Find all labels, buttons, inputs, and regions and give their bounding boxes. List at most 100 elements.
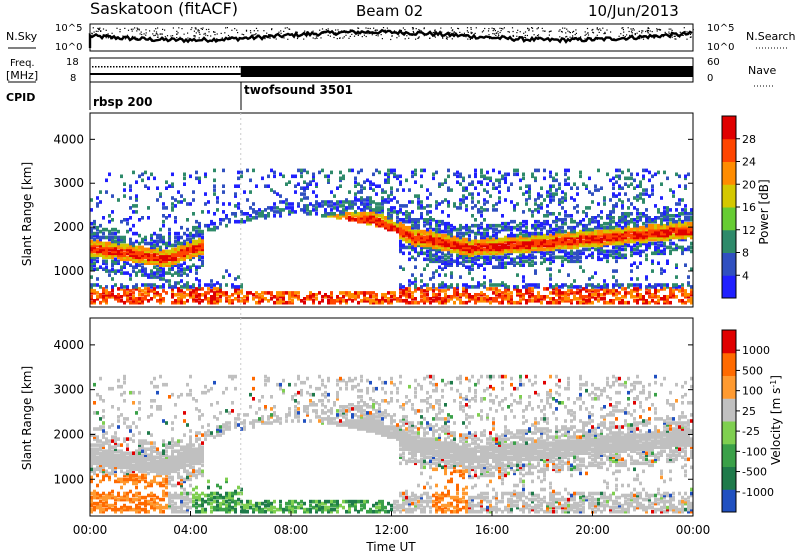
heatmap-cell [354, 212, 357, 216]
heatmap-cell [219, 285, 222, 289]
nsky-dot [621, 27, 623, 29]
heatmap-cell [279, 212, 282, 216]
nsky-dot [241, 33, 243, 35]
heatmap-cell [522, 229, 525, 234]
heatmap-cell [420, 273, 423, 277]
heatmap-cell [99, 285, 102, 289]
nsky-dot [528, 29, 530, 32]
heatmap-cell [585, 235, 588, 240]
heatmap-cell [567, 251, 570, 256]
heatmap-cell [96, 295, 99, 299]
heatmap-cell [150, 237, 153, 242]
nave-dot [107, 66, 109, 68]
heatmap-cell [93, 299, 96, 303]
nsky-dot [345, 32, 347, 34]
nsky-dot [681, 34, 683, 36]
heatmap-cell [105, 261, 108, 265]
heatmap-cell [525, 259, 528, 264]
colorbar-tick-label: 16 [742, 201, 756, 214]
heatmap-cell [468, 227, 471, 232]
heatmap-cell [543, 221, 546, 226]
heatmap-cell [480, 293, 483, 297]
heatmap-cell [282, 297, 285, 301]
heatmap-cell [453, 295, 456, 299]
nsky-dot [371, 34, 373, 36]
heatmap-cell [645, 235, 648, 240]
heatmap-cell [99, 235, 102, 240]
heatmap-cell [618, 219, 621, 224]
heatmap-cell [138, 241, 141, 246]
heatmap-cell [420, 229, 423, 234]
heatmap-cell [420, 247, 423, 252]
heatmap-cell [102, 453, 105, 457]
nsky-dot [507, 31, 509, 33]
heatmap-cell [459, 182, 462, 186]
heatmap-cell [390, 299, 393, 303]
heatmap-cell [624, 235, 627, 240]
heatmap-cell [432, 233, 435, 238]
heatmap-cell [531, 283, 534, 287]
heatmap-cell [603, 233, 606, 238]
heatmap-cell [567, 233, 570, 238]
heatmap-cell [108, 293, 111, 297]
heatmap-cell [348, 204, 351, 208]
heatmap-cell [180, 257, 183, 262]
heatmap-cell [549, 243, 552, 248]
heatmap-cell [96, 249, 99, 254]
heatmap-cell [477, 249, 480, 254]
heatmap-cell [522, 247, 525, 252]
heatmap-cell [417, 235, 420, 240]
heatmap-cell [186, 265, 189, 269]
heatmap-cell [456, 259, 459, 264]
nave-dot [233, 66, 235, 68]
nsky-dot [380, 30, 383, 32]
heatmap-cell [477, 229, 480, 234]
heatmap-cell [351, 214, 354, 218]
heatmap-cell [384, 180, 387, 184]
heatmap-cell [549, 212, 552, 216]
heatmap-cell [180, 285, 183, 289]
heatmap-cell [444, 289, 447, 293]
heatmap-cell [627, 300, 630, 305]
heatmap-cell [537, 223, 540, 228]
heatmap-cell [345, 291, 348, 295]
heatmap-cell [348, 168, 351, 173]
heatmap-cell [411, 210, 414, 214]
nsky-dot [178, 27, 180, 29]
nsky-dot [630, 28, 632, 30]
heatmap-cell [510, 225, 513, 230]
heatmap-cell [447, 235, 450, 240]
heatmap-cell [432, 257, 435, 262]
heatmap-cell [510, 249, 513, 254]
heatmap-cell [531, 245, 534, 250]
heatmap-cell [591, 231, 594, 236]
heatmap-cell [411, 219, 414, 224]
heatmap-cell [681, 235, 684, 240]
heatmap-cell [441, 297, 444, 301]
heatmap-cell [486, 261, 489, 265]
heatmap-cell [690, 249, 693, 254]
heatmap-cell [498, 257, 501, 262]
heatmap-cell [186, 218, 189, 222]
nsky-dot [459, 31, 461, 33]
heatmap-cell [594, 184, 597, 188]
heatmap-cell [645, 168, 648, 173]
heatmap-cell [573, 198, 576, 202]
heatmap-cell [426, 233, 429, 238]
nsky-dot [592, 31, 594, 33]
heatmap-cell [651, 225, 654, 230]
heatmap-cell [183, 247, 186, 252]
heatmap-cell [456, 255, 459, 260]
heatmap-cell [531, 253, 534, 258]
heatmap-cell [96, 437, 99, 441]
heatmap-cell [330, 214, 333, 218]
heatmap-cell [177, 257, 180, 262]
heatmap-cell [168, 255, 171, 260]
heatmap-cell [690, 241, 693, 246]
heatmap-cell [135, 239, 138, 244]
heatmap-cell [678, 214, 681, 218]
heatmap-cell [207, 225, 210, 230]
heatmap-cell [414, 218, 417, 222]
heatmap-cell [402, 233, 405, 238]
heatmap-cell [456, 237, 459, 242]
